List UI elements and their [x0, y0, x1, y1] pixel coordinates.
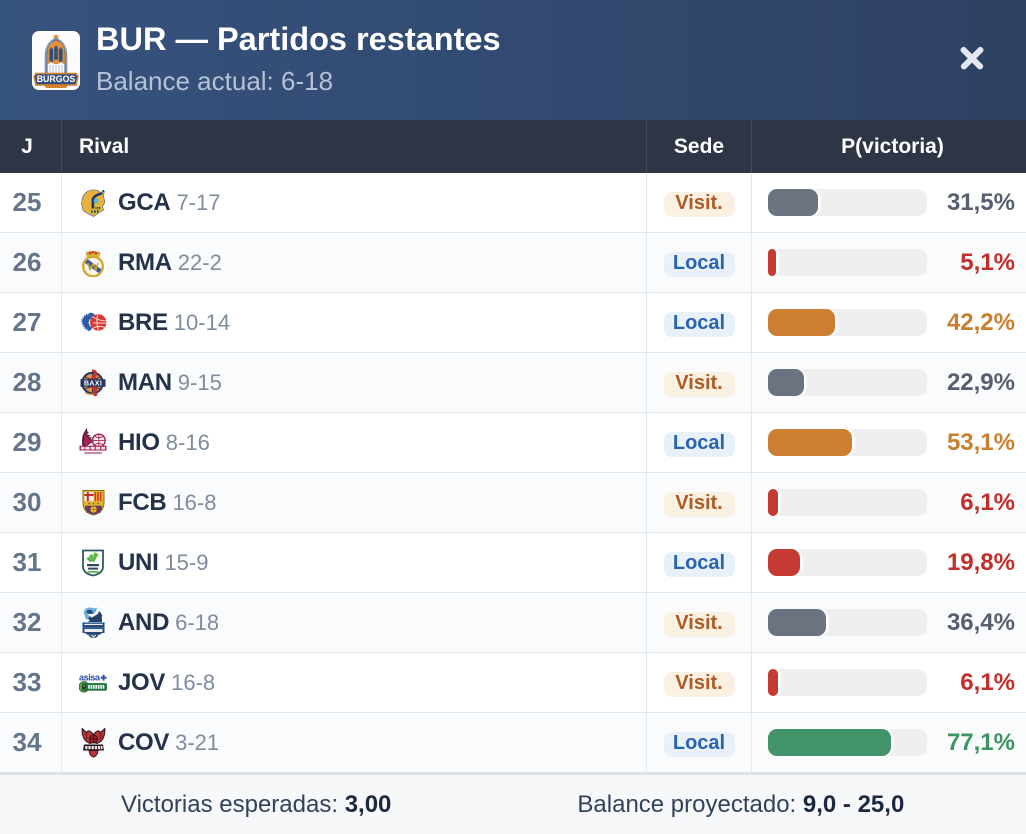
- svg-text:asisa: asisa: [79, 672, 101, 682]
- svg-text:BAXI: BAXI: [84, 378, 102, 387]
- svg-text:BURGOS: BURGOS: [37, 74, 76, 84]
